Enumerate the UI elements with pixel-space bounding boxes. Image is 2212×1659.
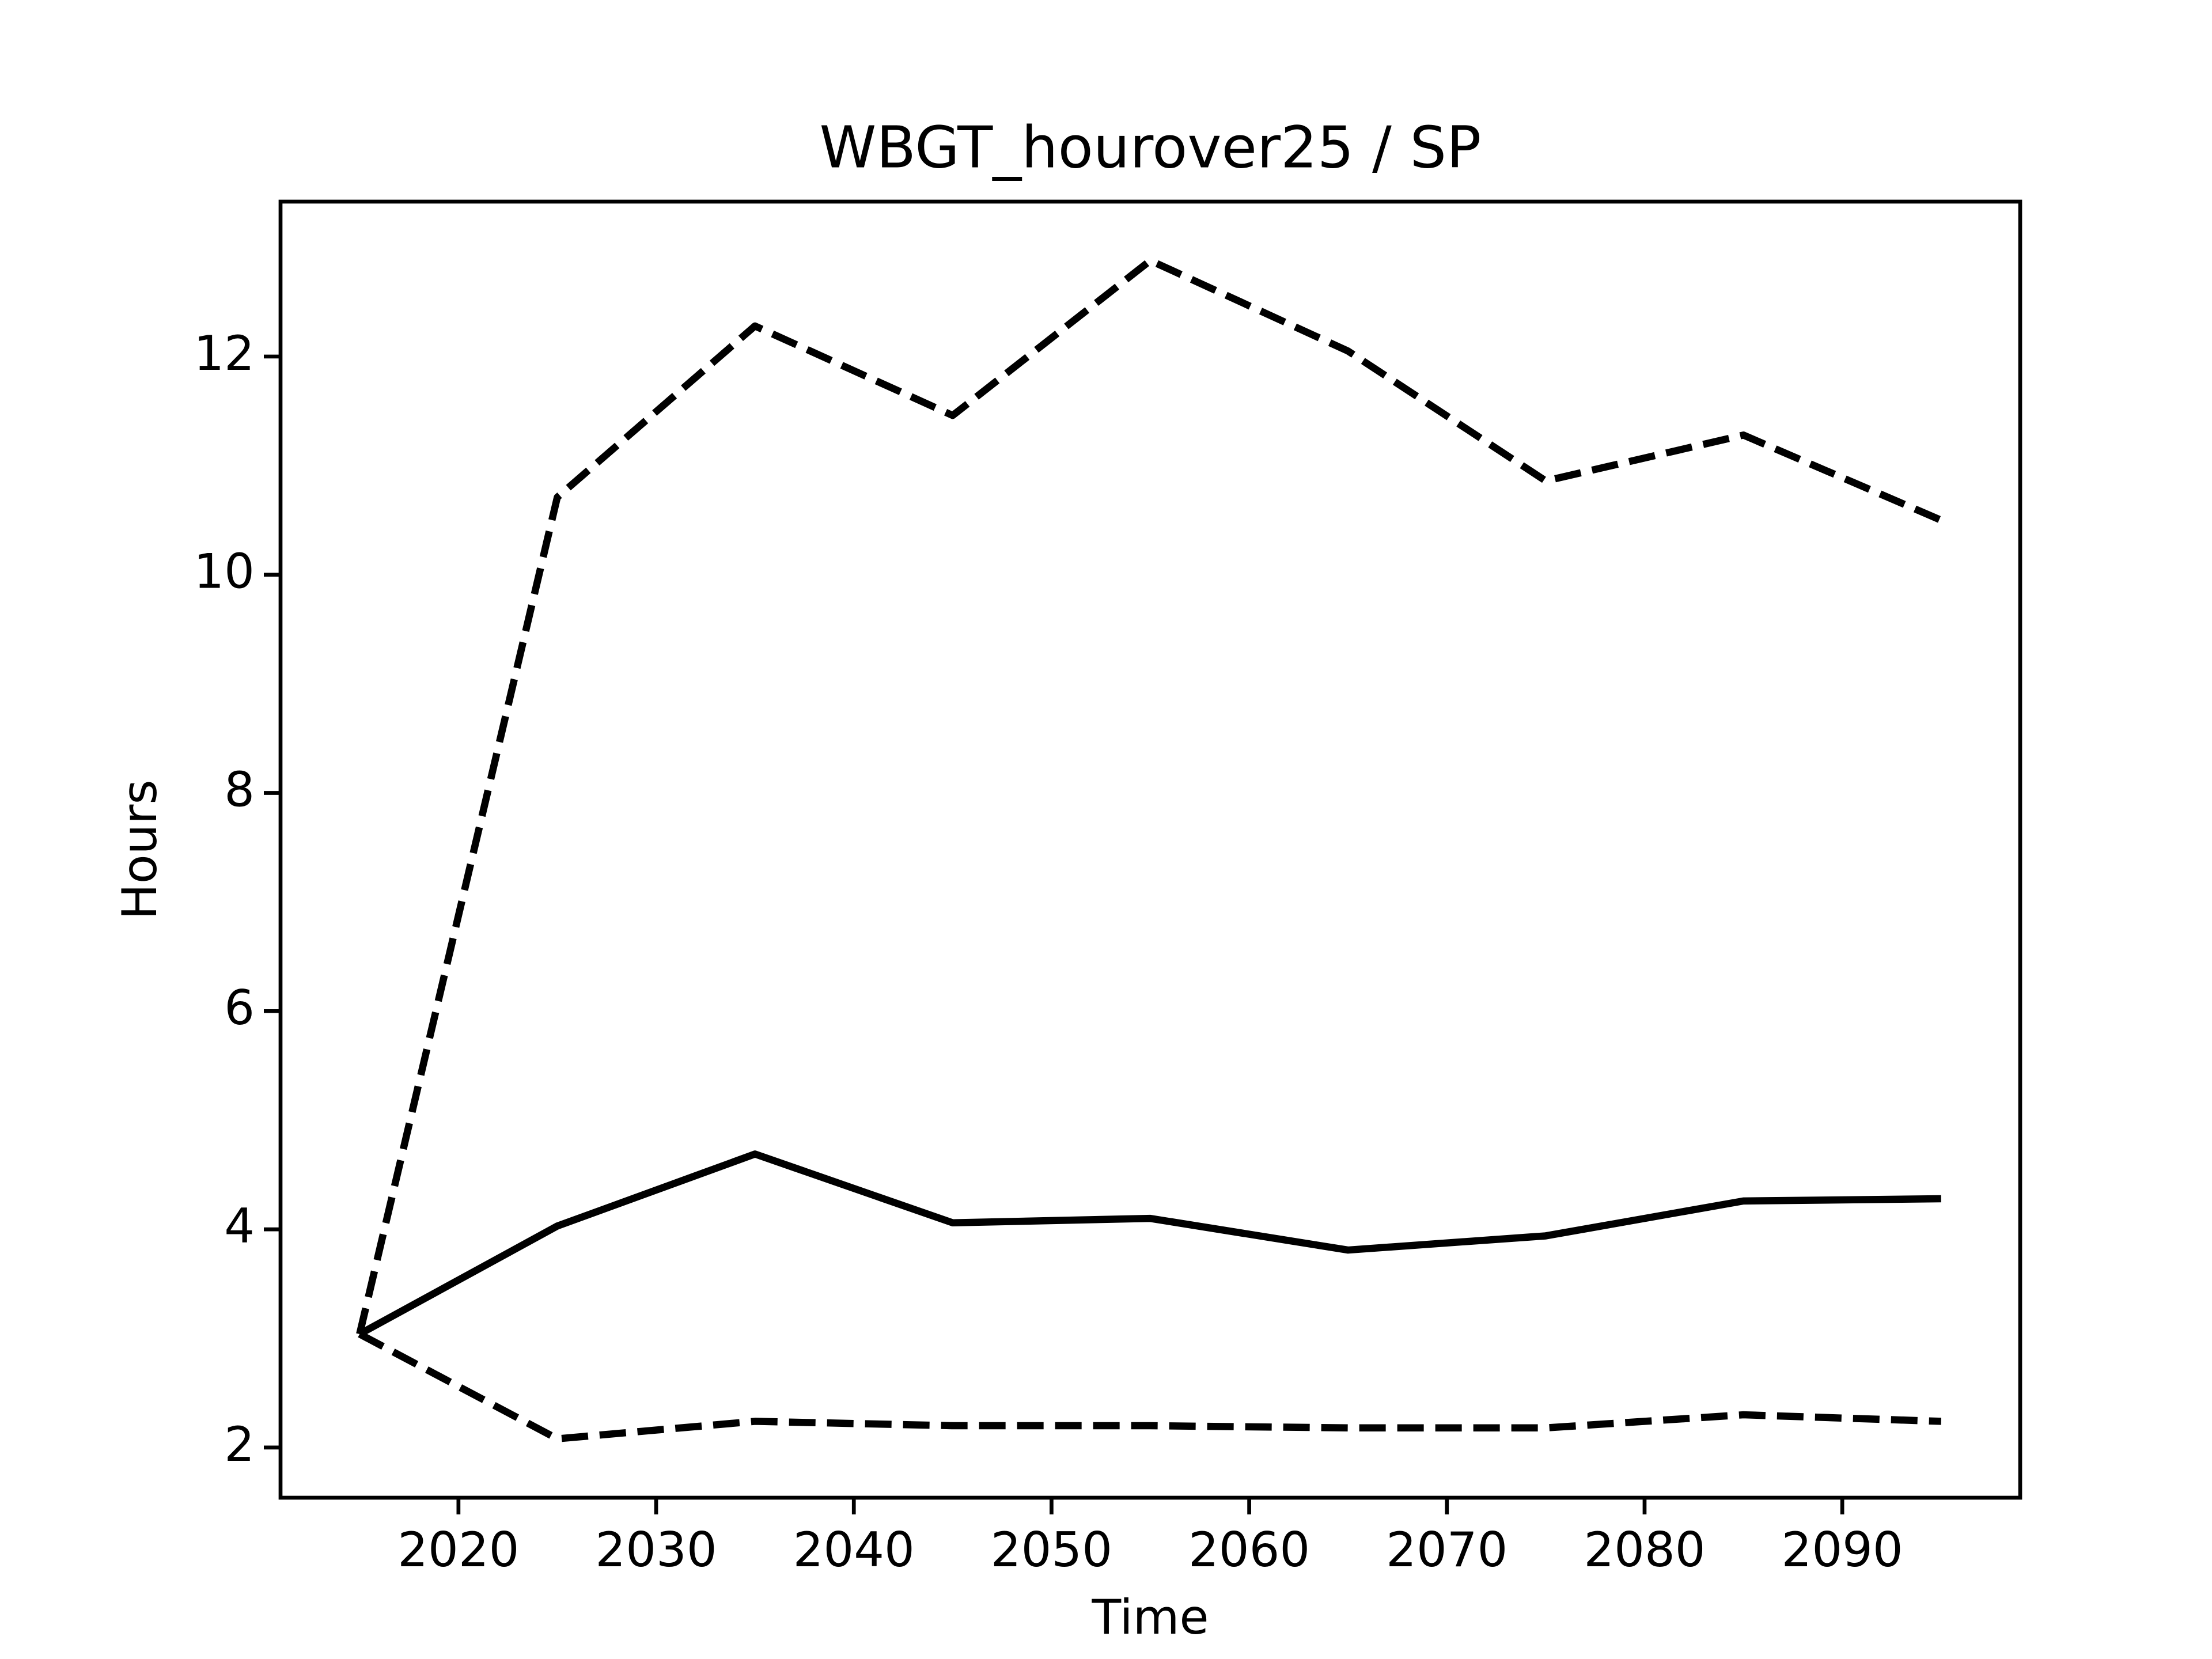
- x-tick-label: 2020: [397, 1522, 519, 1578]
- line-series: [358, 1331, 1941, 1442]
- x-tick-label: 2060: [1188, 1522, 1310, 1578]
- x-tick-label: 2050: [991, 1522, 1112, 1578]
- chart-title: WBGT_hourover25 / SP: [820, 113, 1482, 181]
- x-tick-label: 2090: [1782, 1522, 1903, 1578]
- y-tick-label: 2: [224, 1416, 255, 1472]
- plot-frame: [278, 199, 2022, 1500]
- y-axis-label: Hours: [112, 779, 168, 919]
- x-tick-label: 2070: [1386, 1522, 1508, 1578]
- x-tick-label: 2080: [1584, 1522, 1705, 1578]
- y-tick-label: 10: [194, 544, 255, 600]
- line-series: [356, 257, 1943, 1335]
- y-tick-label: 4: [224, 1198, 255, 1254]
- y-tick-label: 6: [224, 980, 255, 1036]
- y-tick-label: 12: [194, 325, 255, 381]
- x-axis-label: Time: [1091, 1589, 1209, 1645]
- x-tick-label: 2030: [595, 1522, 717, 1578]
- y-tick-label: 8: [224, 762, 255, 817]
- x-tick-label: 2040: [793, 1522, 915, 1578]
- line-series: [358, 1150, 1941, 1338]
